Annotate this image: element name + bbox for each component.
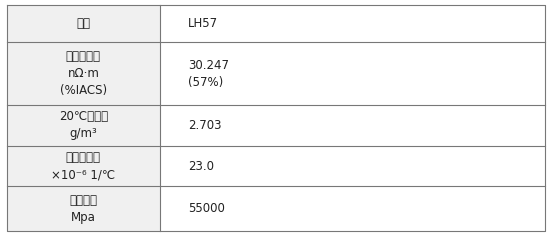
Text: 型号: 型号 — [76, 17, 91, 30]
Bar — [160, 146, 545, 186]
Text: 55000: 55000 — [188, 202, 225, 215]
Text: 2.703: 2.703 — [188, 119, 221, 132]
Bar — [160, 186, 545, 231]
Text: 30.247
(57%): 30.247 (57%) — [188, 59, 229, 88]
Text: 最大电阵率
nΩ·m
(%IACS): 最大电阵率 nΩ·m (%IACS) — [60, 50, 107, 97]
Bar — [160, 105, 545, 146]
Text: 热膨胀系数
×10⁻⁶ 1/℃: 热膨胀系数 ×10⁻⁶ 1/℃ — [51, 151, 115, 181]
Bar — [160, 5, 545, 42]
Text: 23.0: 23.0 — [188, 160, 214, 173]
Bar — [7, 105, 160, 146]
Bar — [160, 42, 545, 105]
Bar — [7, 42, 160, 105]
Bar — [7, 146, 160, 186]
Bar — [7, 5, 160, 42]
Text: LH57: LH57 — [188, 17, 218, 30]
Bar — [7, 186, 160, 231]
Text: 20℃时密度
g/m³: 20℃时密度 g/m³ — [59, 110, 108, 140]
Text: 弹性模量
Mpa: 弹性模量 Mpa — [70, 194, 97, 224]
